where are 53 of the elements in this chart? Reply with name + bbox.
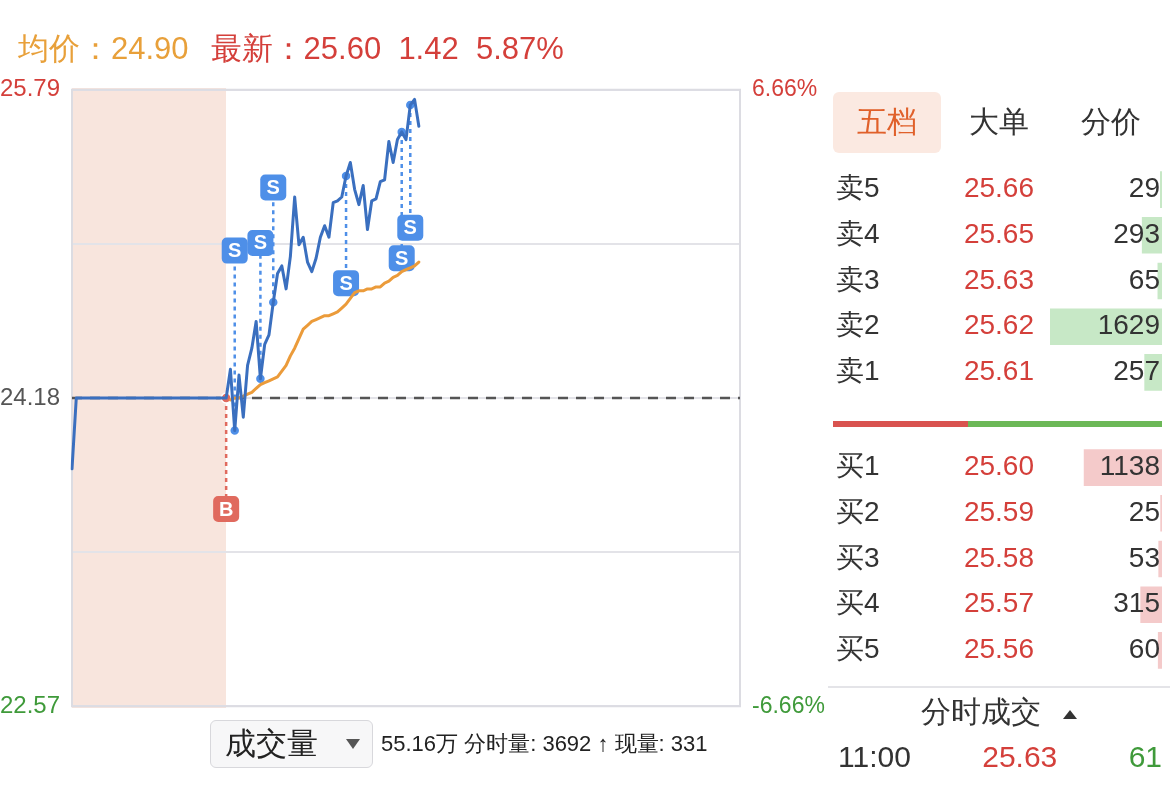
y-tick-label: 卖3	[836, 263, 880, 295]
text: 25.59	[963, 496, 1034, 528]
text: 25.60	[963, 450, 1034, 482]
y2-tick-label: -6.66%	[752, 691, 825, 718]
text: 大单	[968, 104, 1030, 140]
annotation: B	[218, 497, 234, 520]
text: 25.62	[963, 309, 1034, 341]
y-tick-label: 卖4	[836, 218, 880, 250]
data-label: 293	[1113, 218, 1160, 250]
text: 分价	[1080, 104, 1142, 140]
y-tick-label: 24.18	[0, 382, 61, 410]
annotation: S	[266, 175, 280, 198]
chart-title: 均价：24.90	[18, 31, 189, 66]
data-label: 29	[1128, 172, 1160, 204]
data-label: 257	[1113, 355, 1160, 387]
annotation: S	[339, 271, 353, 294]
text: 25.61	[963, 355, 1034, 387]
text: 61	[1128, 740, 1162, 774]
y-tick-label: 买5	[836, 633, 880, 665]
text: 分时成交	[921, 695, 1041, 728]
y-tick-label: 卖2	[836, 309, 880, 341]
y-tick-label: 卖1	[836, 355, 880, 387]
text: 11:00	[838, 740, 911, 774]
y-tick-label: 买1	[836, 450, 880, 482]
text: 25.65	[963, 218, 1034, 250]
y-tick-label: 22.57	[0, 690, 61, 718]
text: 25.58	[963, 541, 1034, 573]
data-label: 25	[1128, 496, 1160, 528]
annotation: S	[403, 216, 417, 239]
text: 25.63	[963, 263, 1034, 295]
text: 55.16万 分时量: 3692 ↑ 现量: 331	[381, 730, 708, 758]
data-label: 53	[1128, 541, 1160, 573]
y-tick-label: 买3	[836, 541, 880, 573]
annotation: S	[395, 246, 409, 269]
data-label: 60	[1128, 633, 1160, 665]
chart-subtitle: 最新：25.60 1.42 5.87%	[210, 31, 564, 66]
data-label: 65	[1128, 263, 1160, 295]
text: 成交量	[225, 725, 318, 763]
y2-tick-label: 6.66%	[752, 75, 818, 102]
data-label: 1629	[1097, 309, 1160, 341]
text: 25.66	[963, 172, 1034, 204]
text: 25.63	[982, 740, 1058, 774]
text: 25.56	[963, 633, 1034, 665]
data-label: 1138	[1099, 450, 1160, 482]
annotation: S	[228, 239, 242, 262]
annotation: S	[253, 231, 268, 254]
data-label: 315	[1113, 587, 1160, 619]
y-tick-label: 买4	[836, 587, 880, 619]
text: 25.57	[963, 587, 1034, 619]
y-tick-label: 25.79	[0, 74, 61, 102]
text: 五档	[833, 92, 941, 153]
y-tick-label: 买2	[836, 496, 880, 528]
y-tick-label: 卖5	[836, 172, 880, 204]
